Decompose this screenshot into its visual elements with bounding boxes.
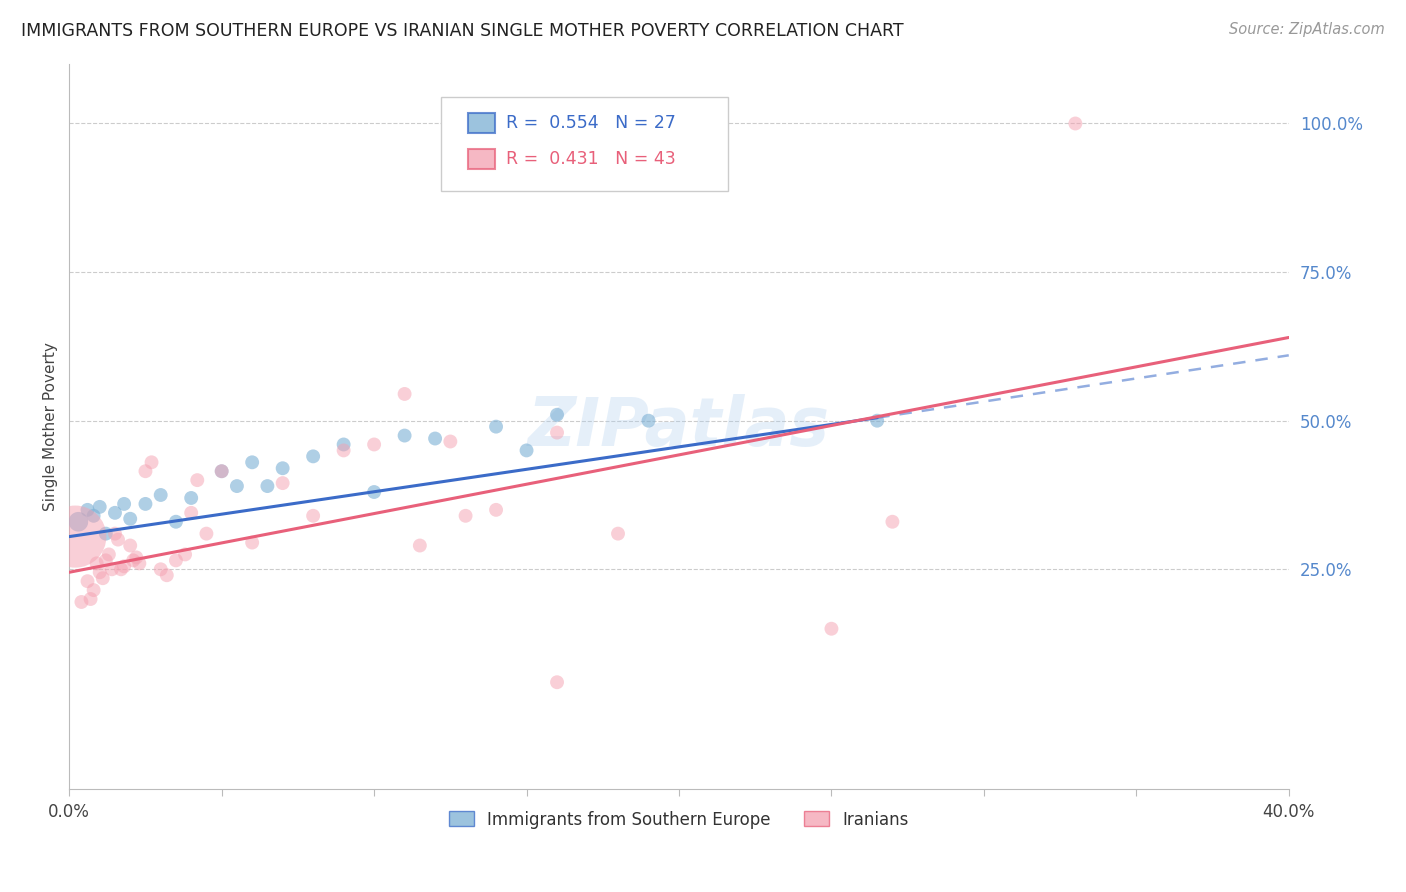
Point xyxy=(70,595,93,609)
Point xyxy=(271,476,294,491)
Point xyxy=(363,485,385,500)
Point xyxy=(94,526,117,541)
Point xyxy=(134,464,156,478)
Text: R =  0.431   N = 43: R = 0.431 N = 43 xyxy=(506,150,675,168)
Bar xyxy=(468,149,495,169)
Point xyxy=(546,425,568,440)
Point xyxy=(423,432,446,446)
Text: IMMIGRANTS FROM SOUTHERN EUROPE VS IRANIAN SINGLE MOTHER POVERTY CORRELATION CHA: IMMIGRANTS FROM SOUTHERN EUROPE VS IRANI… xyxy=(21,22,904,40)
Point xyxy=(94,553,117,567)
Point xyxy=(226,479,249,493)
Point xyxy=(271,461,294,475)
Bar xyxy=(468,112,495,133)
Point xyxy=(195,526,218,541)
Text: ZIPatlas: ZIPatlas xyxy=(529,393,830,459)
Point xyxy=(394,428,416,442)
Point xyxy=(211,464,233,478)
Point xyxy=(332,443,354,458)
Point xyxy=(101,562,124,576)
Point xyxy=(120,512,142,526)
Point xyxy=(637,414,659,428)
Point xyxy=(134,497,156,511)
Point xyxy=(83,583,105,598)
Point xyxy=(180,506,202,520)
Point xyxy=(302,508,325,523)
Point xyxy=(302,450,325,464)
Point xyxy=(89,500,111,514)
Point xyxy=(120,539,142,553)
Point xyxy=(110,562,132,576)
Point xyxy=(67,515,90,529)
Point xyxy=(104,506,127,520)
Point xyxy=(149,488,172,502)
Point xyxy=(149,562,172,576)
Point xyxy=(240,455,263,469)
Point xyxy=(546,408,568,422)
Point xyxy=(363,437,385,451)
Point xyxy=(86,557,108,571)
Point xyxy=(79,592,101,607)
Point xyxy=(76,574,98,589)
Point xyxy=(83,508,105,523)
Point xyxy=(1064,116,1087,130)
Point xyxy=(394,387,416,401)
Point xyxy=(240,535,263,549)
Point xyxy=(256,479,278,493)
Point xyxy=(546,675,568,690)
Point xyxy=(97,548,120,562)
Text: R =  0.554   N = 27: R = 0.554 N = 27 xyxy=(506,114,676,132)
Point xyxy=(882,515,904,529)
Point xyxy=(180,491,202,505)
Point xyxy=(65,530,87,544)
Point xyxy=(107,533,129,547)
Point xyxy=(91,571,114,585)
Point xyxy=(112,497,135,511)
Point xyxy=(186,473,208,487)
Point xyxy=(485,503,508,517)
Point xyxy=(174,548,197,562)
Point xyxy=(409,539,432,553)
Point xyxy=(332,437,354,451)
Point xyxy=(125,550,148,565)
Point xyxy=(165,515,187,529)
Point xyxy=(485,419,508,434)
Point xyxy=(211,464,233,478)
Point xyxy=(165,553,187,567)
FancyBboxPatch shape xyxy=(441,96,728,191)
Point xyxy=(104,526,127,541)
Point xyxy=(89,566,111,580)
Point xyxy=(122,553,145,567)
Point xyxy=(454,508,477,523)
Y-axis label: Single Mother Poverty: Single Mother Poverty xyxy=(44,343,58,511)
Point xyxy=(439,434,461,449)
Point xyxy=(866,414,889,428)
Point xyxy=(607,526,630,541)
Point xyxy=(516,443,538,458)
Point xyxy=(128,557,150,571)
Point xyxy=(820,622,842,636)
Point xyxy=(141,455,163,469)
Point xyxy=(76,503,98,517)
Legend: Immigrants from Southern Europe, Iranians: Immigrants from Southern Europe, Iranian… xyxy=(443,804,915,835)
Point xyxy=(156,568,179,582)
Text: Source: ZipAtlas.com: Source: ZipAtlas.com xyxy=(1229,22,1385,37)
Point xyxy=(112,559,135,574)
